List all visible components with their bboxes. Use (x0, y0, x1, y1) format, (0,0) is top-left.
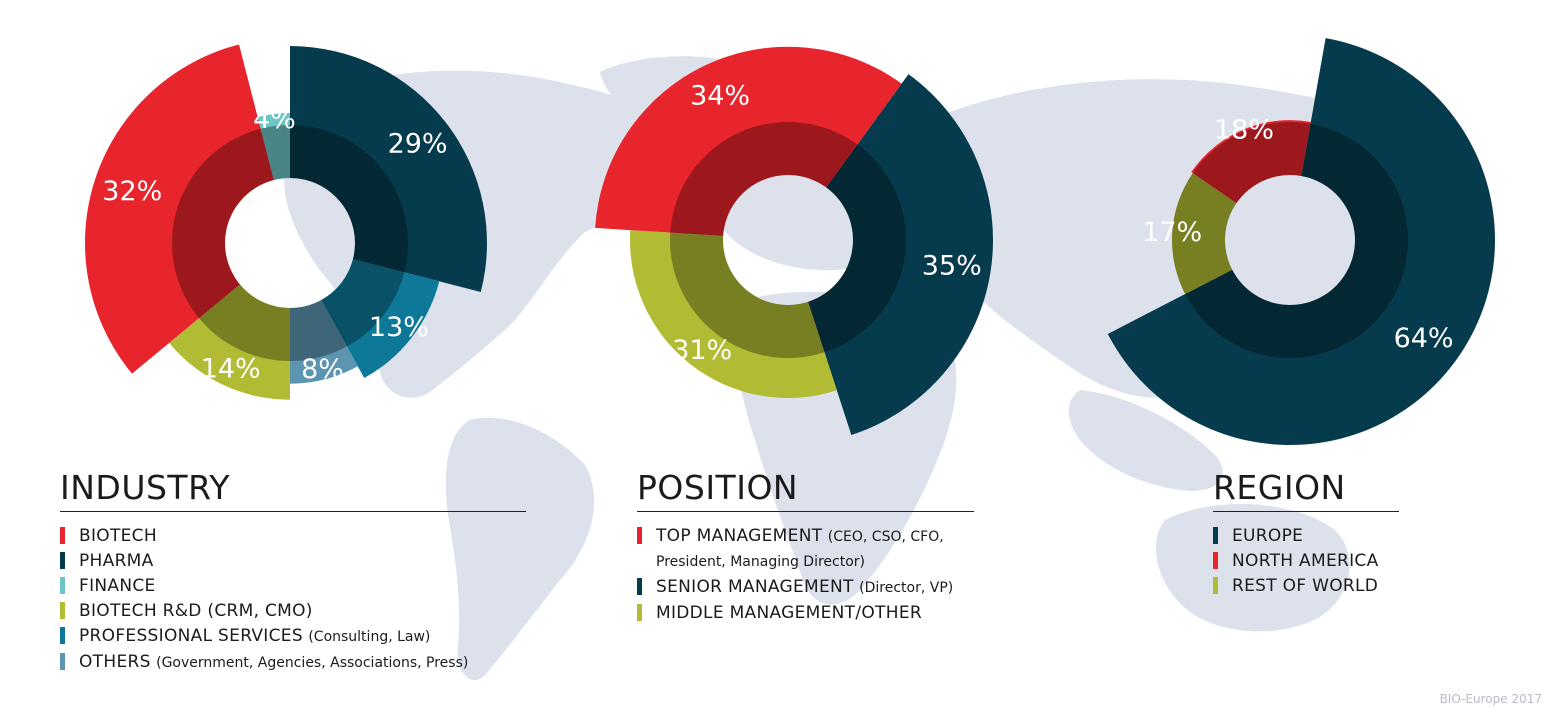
industry-legend-swatch (60, 552, 65, 569)
industry-legend-swatch (60, 627, 65, 644)
position-legend-item: MIDDLE MANAGEMENT/OTHER (637, 601, 974, 625)
region-label-rest-of-world: 17% (1142, 217, 1202, 248)
industry-slice-finance (257, 113, 290, 181)
position-legend-text: SENIOR MANAGEMENT (Director, VP) (656, 575, 953, 600)
industry-label-finance: 4% (253, 104, 296, 135)
position-legend-main: SENIOR MANAGEMENT (656, 577, 854, 597)
position-legend-swatch (637, 527, 642, 544)
industry-label-biotech-rnd: 14% (201, 354, 261, 385)
industry-legend-main: BIOTECH R&D (CRM, CMO) (79, 601, 313, 621)
industry-slice-pharma (290, 46, 487, 292)
position-legend-item: SENIOR MANAGEMENT (Director, VP) (637, 575, 974, 600)
industry-legend: BIOTECH PHARMA FINANCE BIOTECH R&D (CRM, CM… (60, 524, 526, 675)
region-legend-main: REST OF WORLD (1232, 576, 1379, 596)
industry-legend-item: FINANCE (60, 574, 526, 598)
industry-inner-ring-shade (172, 125, 408, 361)
position-legend-detail: (CEO, CSO, CFO, President, Managing Dire… (656, 529, 944, 570)
industry-legend-item: BIOTECH R&D (CRM, CMO) (60, 599, 526, 623)
position-legend-swatch (637, 604, 642, 621)
region-legend-text: EUROPE (1232, 524, 1303, 548)
industry-label-biotech: 32% (102, 176, 162, 207)
industry-legend-swatch (60, 527, 65, 544)
position-label-top-management: 34% (690, 80, 750, 111)
region-legend-item: NORTH AMERICA (1213, 549, 1399, 573)
industry-legend-text: BIOTECH R&D (CRM, CMO) (79, 599, 313, 623)
industry-legend-item: OTHERS (Government, Agencies, Associatio… (60, 650, 526, 675)
region-slice-north-america (1191, 120, 1311, 204)
region-label-europe: 64% (1394, 323, 1454, 354)
position-legend-text: MIDDLE MANAGEMENT/OTHER (656, 601, 922, 625)
map-southeast-asia (1068, 390, 1223, 491)
position-legend-main: MIDDLE MANAGEMENT/OTHER (656, 603, 922, 623)
position-title: POSITION (637, 468, 974, 512)
position-label-middle-management: 31% (672, 335, 732, 366)
position-panel: POSITION TOP MANAGEMENT (CEO, CSO, CFO, … (637, 468, 974, 626)
region-legend-text: REST OF WORLD (1232, 574, 1378, 598)
industry-donut-chart: 29% 13% 8% 14% 32% 4% (84, 44, 487, 400)
region-title: REGION (1213, 468, 1399, 512)
position-slice-top-management (595, 46, 902, 236)
region-slice-europe (1107, 38, 1495, 445)
industry-legend-main: OTHERS (79, 652, 151, 672)
industry-legend-text: OTHERS (Government, Agencies, Associatio… (79, 650, 468, 675)
region-legend: EUROPE NORTH AMERICA REST OF WORLD (1213, 524, 1399, 598)
region-legend-swatch (1213, 577, 1218, 594)
position-inner-ring-shade (670, 122, 906, 358)
position-legend-detail: (Director, VP) (859, 580, 954, 596)
region-legend-main: NORTH AMERICA (1232, 551, 1379, 571)
industry-legend-text: PHARMA (79, 549, 154, 573)
credit-text: BIO-Europe 2017 (1439, 692, 1542, 706)
region-slice-rest-of-world (1172, 173, 1237, 295)
industry-title: INDUSTRY (60, 468, 526, 512)
industry-legend-main: PROFESSIONAL SERVICES (79, 626, 303, 646)
industry-legend-swatch (60, 602, 65, 619)
industry-legend-detail: (Government, Agencies, Associations, Pre… (156, 655, 469, 671)
region-legend-item: EUROPE (1213, 524, 1399, 548)
industry-legend-main: FINANCE (79, 576, 156, 596)
position-label-senior-management: 35% (922, 250, 982, 281)
industry-slice-others (290, 299, 358, 384)
industry-legend-item: BIOTECH (60, 524, 526, 548)
industry-legend-main: BIOTECH (79, 526, 157, 546)
region-legend-swatch (1213, 527, 1218, 544)
position-legend-main: TOP MANAGEMENT (656, 526, 823, 546)
industry-legend-item: PROFESSIONAL SERVICES (Consulting, Law) (60, 624, 526, 649)
region-legend-item: REST OF WORLD (1213, 574, 1399, 598)
industry-slice-biotech-rnd (169, 284, 290, 400)
industry-label-others: 8% (301, 354, 344, 385)
region-legend-text: NORTH AMERICA (1232, 549, 1379, 573)
industry-legend-detail: (Consulting, Law) (308, 629, 431, 645)
position-slice-senior-management (808, 74, 994, 435)
industry-slice-biotech (84, 44, 274, 374)
region-legend-swatch (1213, 552, 1218, 569)
region-legend-main: EUROPE (1232, 526, 1304, 546)
industry-panel: INDUSTRY BIOTECH PHARMA FINANCE BIOTECH R&D… (60, 468, 526, 676)
industry-legend-text: FINANCE (79, 574, 156, 598)
industry-label-professional-services: 13% (369, 312, 429, 343)
position-legend-item: TOP MANAGEMENT (CEO, CSO, CFO, President… (637, 524, 974, 574)
position-slice-middle-management (629, 230, 837, 399)
industry-legend-main: PHARMA (79, 551, 154, 571)
position-donut-chart: 35% 31% 34% (595, 46, 994, 435)
industry-legend-text: PROFESSIONAL SERVICES (Consulting, Law) (79, 624, 430, 649)
position-legend-swatch (637, 578, 642, 595)
map-australia (1155, 503, 1350, 632)
industry-slice-professional-services (321, 259, 440, 379)
region-label-north-america: 18% (1214, 115, 1274, 146)
map-south-america (445, 417, 595, 681)
position-legend: TOP MANAGEMENT (CEO, CSO, CFO, President… (637, 524, 974, 625)
industry-legend-swatch (60, 653, 65, 670)
industry-legend-item: PHARMA (60, 549, 526, 573)
region-donut-chart: 64% 17% 18% (1107, 38, 1495, 445)
industry-legend-swatch (60, 577, 65, 594)
industry-legend-text: BIOTECH (79, 524, 157, 548)
position-legend-text: TOP MANAGEMENT (CEO, CSO, CFO, President… (656, 524, 974, 574)
industry-label-pharma: 29% (388, 129, 448, 160)
region-panel: REGION EUROPE NORTH AMERICA REST OF WORLD (1213, 468, 1399, 599)
region-inner-ring-shade (1172, 122, 1408, 358)
